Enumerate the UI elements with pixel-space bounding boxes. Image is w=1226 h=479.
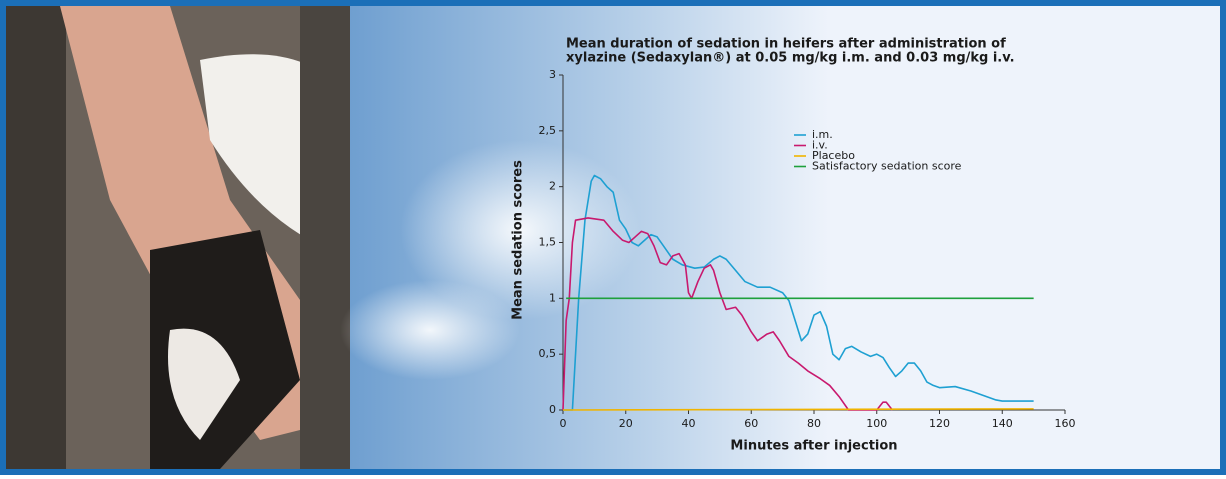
y-tick-label: 3 — [549, 68, 556, 81]
x-tick-label: 60 — [744, 417, 758, 430]
x-tick-label: 140 — [992, 417, 1013, 430]
page: Mean duration of sedation in heifers aft… — [0, 0, 1226, 475]
x-tick-label: 80 — [807, 417, 821, 430]
y-tick-label: 0 — [549, 403, 556, 416]
y-tick-label: 1,5 — [539, 236, 557, 249]
y-tick-label: 0,5 — [539, 347, 557, 360]
y-tick-label: 2,5 — [539, 124, 557, 137]
x-tick-label: 40 — [682, 417, 696, 430]
photo — [6, 6, 350, 469]
y-tick-label: 1 — [549, 291, 556, 304]
cloud — [340, 280, 520, 380]
x-tick-label: 120 — [929, 417, 950, 430]
x-tick-label: 20 — [619, 417, 633, 430]
y-tick-label: 2 — [549, 180, 556, 193]
x-axis-label: Minutes after injection — [730, 439, 897, 454]
y-axis-label: Mean sedation scores — [511, 160, 526, 320]
chart-title: xylazine (Sedaxylan®) at 0.05 mg/kg i.m.… — [566, 51, 1015, 66]
chart-title: Mean duration of sedation in heifers aft… — [566, 37, 1006, 52]
series-line — [563, 409, 1034, 410]
x-tick-label: 100 — [866, 417, 887, 430]
x-tick-label: 160 — [1055, 417, 1076, 430]
x-tick-label: 0 — [560, 417, 567, 430]
legend-label: Satisfactory sedation score — [812, 160, 962, 173]
